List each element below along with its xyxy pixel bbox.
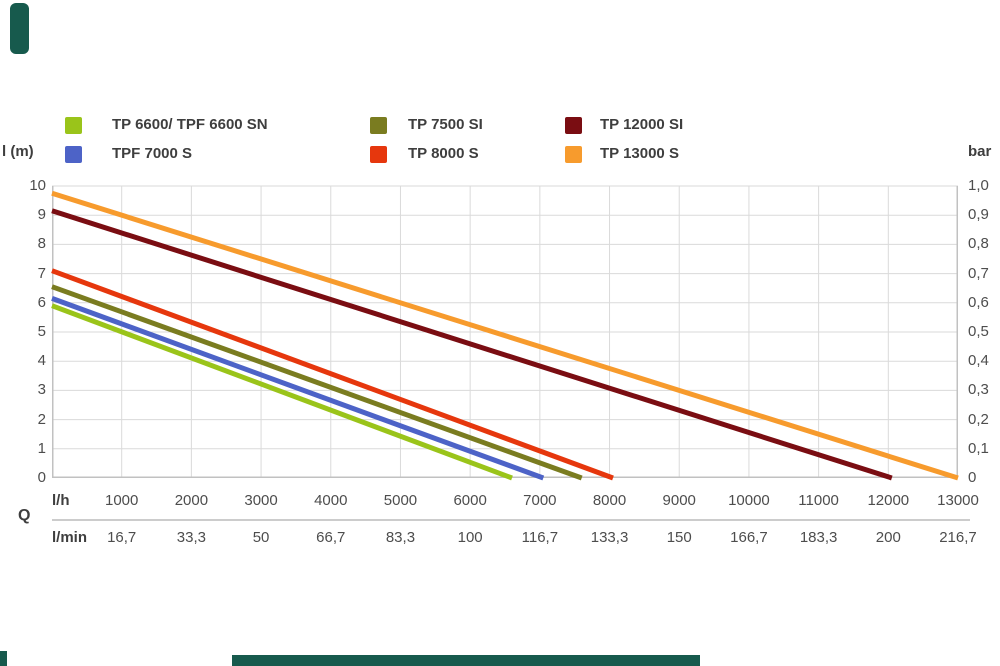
legend-label-tp-8000-s: TP 8000 S [408,145,479,162]
x-axis-tick-lh: 8000 [592,492,627,509]
legend-label-tp-13000-s: TP 13000 S [600,145,679,162]
x-axis-tick-lh: 6000 [453,492,487,509]
y-axis-tick-right: 0,3 [968,381,989,399]
y-axis-tick-left: 10 [29,177,46,194]
x-axis-tick-lmin: 16,7 [107,529,137,546]
plot-area [51,185,959,481]
x-axis-tick-lh: 7000 [523,492,557,509]
y-axis-tick-left: 5 [37,323,46,340]
teal-decor-top-left [10,3,29,54]
legend-swatch-tp-7500-si [370,117,387,134]
x-axis-tick-lmin: 200 [875,529,901,546]
y-axis-tick-right: 0,9 [968,206,989,224]
legend-label-tp-12000-si: TP 12000 SI [600,116,684,133]
x-axis-tick-lmin: 150 [666,529,692,546]
x-axis-tick-lmin: 133,3 [590,529,629,546]
x-axis-divider [52,519,970,521]
x-axis-symbol: Q [18,507,31,524]
legend-swatch-tp-13000-s [565,146,582,163]
y-axis-tick-right: 0,1 [968,439,989,457]
x-axis-secondary-unit: l/min [52,529,88,546]
series-line-tp-13000-s [51,190,959,481]
y-axis-tick-left: 0 [37,469,46,486]
legend-label-tp-6600-tpf-6600-sn: TP 6600/ TPF 6600 SN [112,116,268,133]
y-axis-tick-left: 4 [37,352,46,370]
y-axis-tick-left: 1 [37,439,46,457]
series-line-tp-7500-si [51,284,583,481]
x-axis-tick-lmin: 183,3 [799,529,838,546]
y-axis-tick-right: 1,0 [968,177,989,194]
x-axis-tick-lmin: 116,7 [521,529,559,546]
x-axis-tick-lh: 3000 [244,492,278,509]
x-axis-tick-lh: 1000 [105,492,139,509]
series-line-tp-6600-tpf-6600-sn [51,303,513,481]
y-axis-tick-left: 7 [37,264,46,282]
legend-swatch-tp-12000-si [565,117,582,134]
y-axis-tick-right: 0,6 [968,293,989,311]
teal-decor-bottom-left [0,651,7,666]
y-axis-tick-left: 6 [37,293,46,311]
legend-label-tp-7500-si: TP 7500 SI [408,116,483,133]
x-axis-tick-lmin: 100 [457,529,483,546]
x-axis-tick-lh: 13000 [937,492,979,509]
legend-label-tpf-7000-s: TPF 7000 S [112,145,193,162]
teal-decor-bottom-bar [232,655,700,666]
x-axis-tick-lh: 11000 [798,492,839,509]
x-axis-tick-lmin: 166,7 [730,529,768,546]
x-axis-tick-lmin: 83,3 [385,529,416,546]
series-line-tp-12000-si [51,208,893,481]
x-axis-tick-lh: 2000 [174,492,209,509]
x-axis-tick-lmin: 66,7 [316,529,346,546]
x-axis-tick-lmin: 216,7 [939,529,977,546]
x-axis-tick-lh: 5000 [383,492,418,509]
y-axis-tick-right: 0,8 [968,235,989,253]
series-line-tp-8000-s [51,268,614,481]
x-axis-tick-lmin: 33,3 [176,529,206,546]
legend-swatch-tpf-7000-s [65,146,82,163]
y-axis-tick-right: 0,7 [968,264,989,282]
y-axis-tick-left: 2 [37,410,46,428]
y-axis-tick-right: 0,2 [968,410,989,428]
x-axis-tick-lh: 4000 [314,492,348,509]
x-axis-tick-lh: 10000 [728,492,770,509]
series-line-tpf-7000-s [51,296,545,481]
x-axis-tick-lh: 12000 [867,492,910,509]
x-axis-primary-unit: l/h [52,492,70,509]
legend-swatch-tp-6600-tpf-6600-sn [65,117,82,134]
y-axis-tick-right: 0 [968,469,977,486]
x-axis-tick-lh: 9000 [662,492,696,509]
y-axis-tick-left: 3 [37,381,46,399]
y-axis-tick-right: 0,4 [968,352,989,370]
left-axis-unit-label: l (m) [2,143,34,160]
y-axis-tick-left: 9 [37,206,46,224]
y-axis-tick-left: 8 [37,235,46,253]
x-axis-tick-lmin: 50 [252,529,270,546]
y-axis-tick-right: 0,5 [968,323,989,340]
right-axis-unit-label: bar [968,143,992,160]
legend-swatch-tp-8000-s [370,146,387,163]
